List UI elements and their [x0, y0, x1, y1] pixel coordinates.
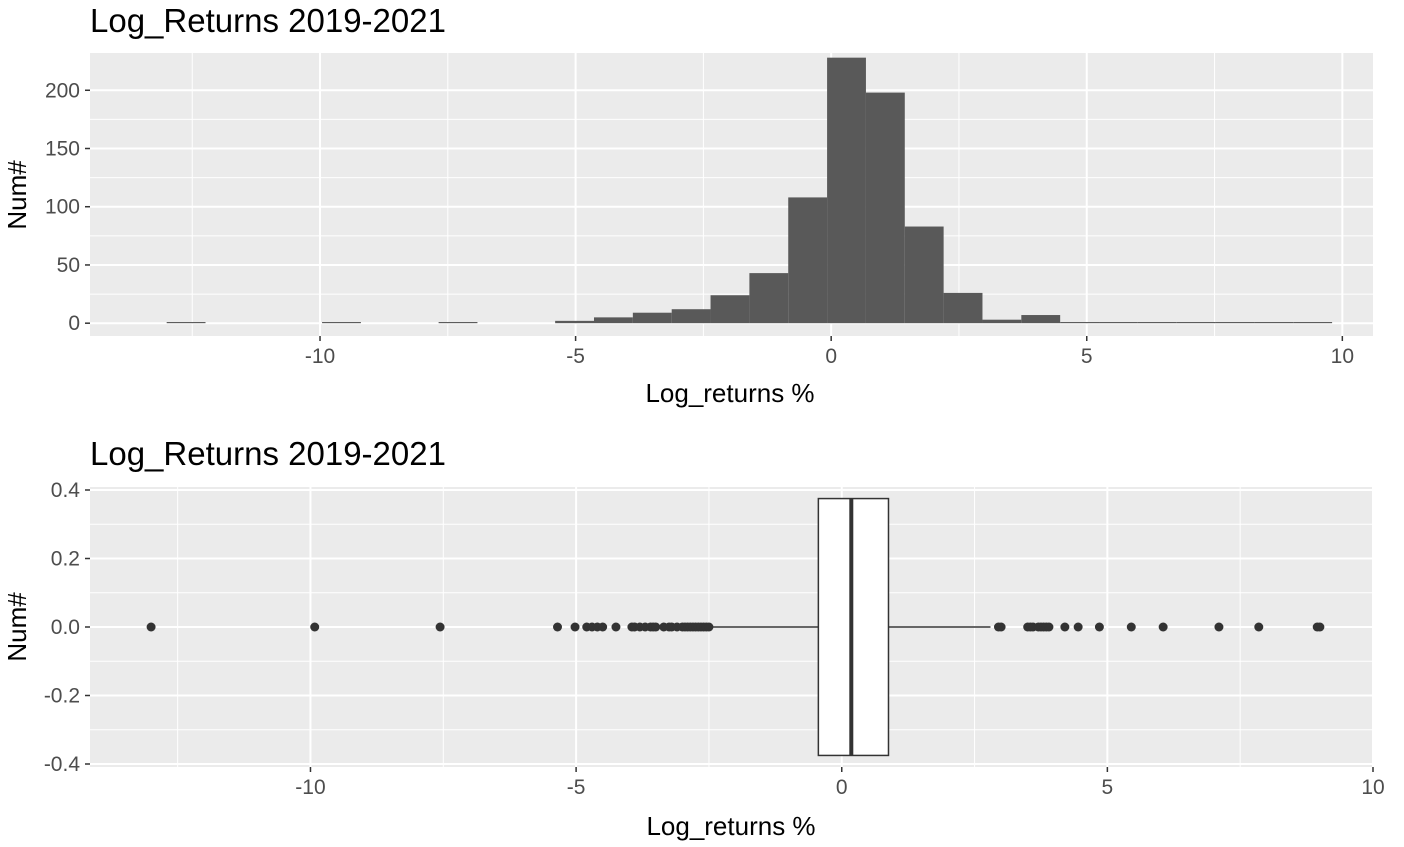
boxplot-title: Log_Returns 2019-2021 — [90, 435, 446, 472]
histogram-bar — [632, 312, 672, 324]
y-tick-label: 200 — [45, 79, 80, 102]
outlier-point — [310, 622, 320, 632]
x-tick-label: -5 — [567, 776, 586, 799]
outlier-point — [1126, 622, 1136, 632]
histogram-bar — [788, 197, 828, 324]
outlier-point — [598, 622, 608, 632]
outlier-point — [611, 622, 621, 632]
histogram-bar — [827, 57, 866, 324]
x-tick-label: -10 — [305, 345, 335, 368]
outlier-point — [435, 622, 445, 632]
x-tick-label: -10 — [295, 776, 325, 799]
x-tick-label: 0 — [825, 345, 837, 368]
outlier-point — [553, 622, 563, 632]
boxplot-x-axis-title: Log_returns % — [646, 811, 815, 841]
boxplot-outliers — [146, 622, 1325, 632]
histogram-bar — [1099, 322, 1138, 324]
y-tick-label: 100 — [45, 196, 80, 219]
y-tick-label: -0.2 — [44, 685, 80, 708]
histogram-bar — [438, 322, 478, 324]
histogram-bar — [322, 322, 361, 324]
histogram-bar — [1060, 322, 1100, 324]
x-tick-label: 5 — [1081, 345, 1093, 368]
histogram-bar — [671, 309, 711, 324]
boxplot-y-axis-title: Num# — [2, 592, 32, 662]
boxplot-box-and-whiskers — [711, 497, 991, 757]
histogram-bar — [749, 273, 789, 324]
outlier-point — [1073, 622, 1083, 632]
y-tick-label: 0.4 — [51, 479, 81, 502]
outlier-point — [1254, 622, 1264, 632]
histogram-bar — [555, 320, 594, 324]
histogram-bar — [1137, 322, 1177, 324]
histogram-bar — [943, 292, 983, 324]
histogram-title: Log_Returns 2019-2021 — [90, 2, 446, 39]
histogram-bar — [593, 317, 633, 324]
histogram-panel-background — [90, 53, 1373, 336]
x-tick-label: 10 — [1361, 776, 1384, 799]
histogram-bar — [166, 322, 206, 324]
x-tick-label: 10 — [1331, 345, 1354, 368]
histogram-chart: Log_Returns 2019-2021 -10 -5 0 5 10050100150… — [2, 2, 1373, 408]
y-tick-label: 0.0 — [51, 616, 80, 639]
outlier-point — [651, 622, 661, 632]
interquartile-box — [817, 497, 890, 757]
histogram-bars — [166, 57, 1333, 324]
outlier-point — [704, 622, 714, 632]
histogram-bar — [1293, 322, 1333, 324]
histogram-bar — [865, 92, 905, 324]
x-tick-label: -5 — [566, 345, 585, 368]
histogram-bar — [904, 226, 944, 324]
x-tick-label: 5 — [1102, 776, 1114, 799]
y-tick-label: 150 — [45, 137, 80, 160]
outlier-point — [1044, 622, 1054, 632]
y-tick-label: 0 — [68, 312, 80, 335]
boxplot-axis-ticks: -10 -5 0 5 10 -0.4 -0.2 0.0 0.2 0.4 — [44, 479, 1385, 799]
boxplot-chart: Log_Returns 2019-2021 -10 -5 0 5 10 -0.4 -0.2 0… — [2, 435, 1385, 841]
histogram-y-axis-title: Num# — [2, 160, 32, 230]
histogram-bar — [1254, 322, 1294, 324]
y-tick-label: 50 — [57, 254, 80, 277]
y-tick-label: -0.4 — [44, 753, 81, 776]
x-tick-label: 0 — [836, 776, 848, 799]
outlier-point — [570, 622, 580, 632]
y-tick-label: 0.2 — [51, 548, 80, 571]
outlier-point — [146, 622, 156, 632]
histogram-bar — [1021, 315, 1061, 324]
histogram-bar — [1176, 322, 1216, 324]
histogram-x-axis-title: Log_returns % — [645, 378, 814, 408]
histogram-bar — [1215, 322, 1255, 324]
outlier-point — [1315, 622, 1325, 632]
outlier-point — [1214, 622, 1224, 632]
histogram-bar — [982, 319, 1022, 324]
histogram-bar — [710, 295, 750, 324]
outlier-point — [996, 622, 1006, 632]
outlier-point — [1158, 622, 1168, 632]
outlier-point — [1060, 622, 1070, 632]
outlier-point — [1094, 622, 1104, 632]
